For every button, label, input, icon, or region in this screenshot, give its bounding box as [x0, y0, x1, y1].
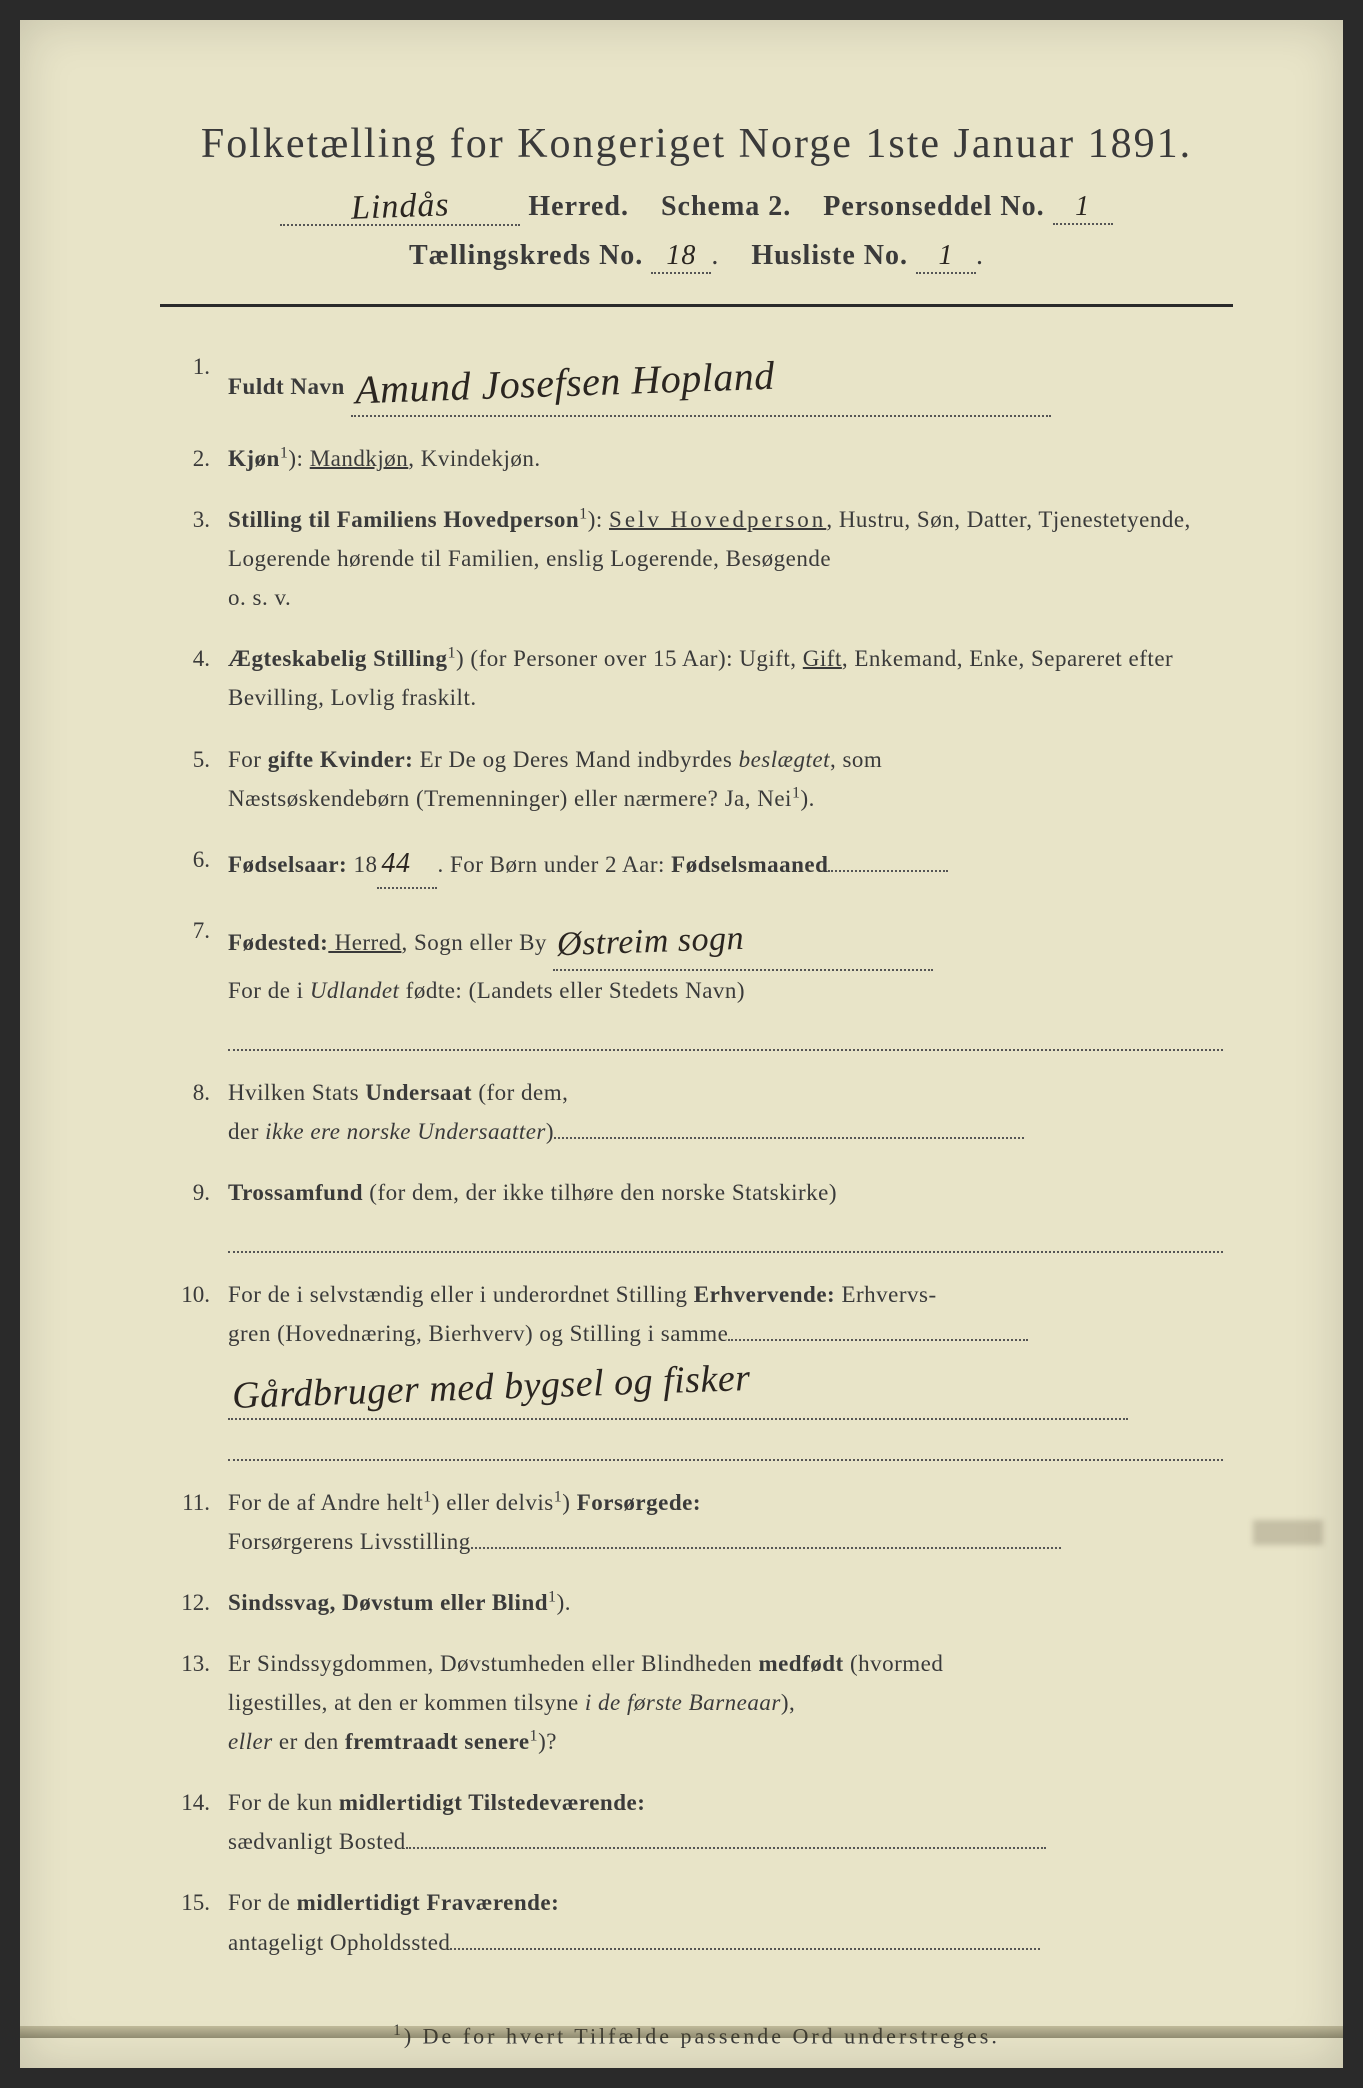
bottom-edge-shadow	[20, 2026, 1343, 2038]
q1: 1. Fuldt Navn Amund Josefsen Hopland	[170, 347, 1223, 417]
q14: 14. For de kun midlertidigt Tilstedevære…	[170, 1783, 1223, 1861]
q11: 11. For de af Andre helt1) eller delvis1…	[170, 1483, 1223, 1561]
q4-selected: Gift	[803, 646, 842, 671]
kreds-label: Tællingskreds No.	[409, 240, 643, 271]
herred-value: Lindås	[350, 186, 450, 227]
smudge-artifact	[1253, 1520, 1323, 1545]
q7: 7. Fødested: Herred, Sogn eller By Østre…	[170, 911, 1223, 1051]
husliste-label: Husliste No.	[751, 240, 908, 271]
q15: 15. For de midlertidigt Fraværende: anta…	[170, 1883, 1223, 1961]
form-body: 1. Fuldt Navn Amund Josefsen Hopland 2. …	[160, 347, 1233, 1962]
divider	[160, 304, 1233, 307]
q3: 3. Stilling til Familiens Hovedperson1):…	[170, 500, 1223, 617]
q6: 6. Fødselsaar: 1844. For Børn under 2 Aa…	[170, 840, 1223, 890]
q2: 2. Kjøn1): Mandkjøn, Kvindekjøn.	[170, 439, 1223, 478]
q4: 4. Ægteskabelig Stilling1) (for Personer…	[170, 639, 1223, 717]
census-form-page: Folketælling for Kongeriget Norge 1ste J…	[20, 20, 1343, 2068]
subtitle-line-2: Tællingskreds No. 18. Husliste No. 1.	[160, 240, 1233, 274]
personseddel-label: Personseddel No.	[823, 191, 1044, 222]
herred-label: Herred.	[528, 191, 629, 222]
q2-selected: Mandkjøn	[310, 446, 409, 471]
kreds-no: 18	[666, 240, 696, 271]
main-title: Folketælling for Kongeriget Norge 1ste J…	[160, 120, 1233, 168]
q7-value: Østreim sogn	[556, 910, 745, 974]
q6-year: 44	[381, 848, 410, 879]
q9: 9. Trossamfund (for dem, der ikke tilhør…	[170, 1173, 1223, 1253]
q12: 12. Sindssvag, Døvstum eller Blind1).	[170, 1583, 1223, 1622]
q1-value: Amund Josefsen Hopland	[354, 342, 776, 425]
q13: 13. Er Sindssygdommen, Døvstumheden elle…	[170, 1644, 1223, 1761]
husliste-no: 1	[939, 240, 954, 271]
schema-label: Schema 2.	[661, 191, 791, 222]
q1-label: Fuldt Navn	[228, 374, 345, 399]
q3-selected: Selv Hovedperson	[609, 507, 826, 532]
q10: 10. For de i selvstændig eller i underor…	[170, 1275, 1223, 1461]
title-block: Folketælling for Kongeriget Norge 1ste J…	[160, 120, 1233, 274]
q5: 5. For gifte Kvinder: Er De og Deres Man…	[170, 740, 1223, 818]
personseddel-no: 1	[1075, 191, 1090, 222]
subtitle-line-1: Lindås Herred. Schema 2. Personseddel No…	[160, 186, 1233, 226]
q10-value: Gårdbruger med bygsel og fisker	[231, 1346, 752, 1429]
q8: 8. Hvilken Stats Undersaat (for dem, der…	[170, 1073, 1223, 1151]
